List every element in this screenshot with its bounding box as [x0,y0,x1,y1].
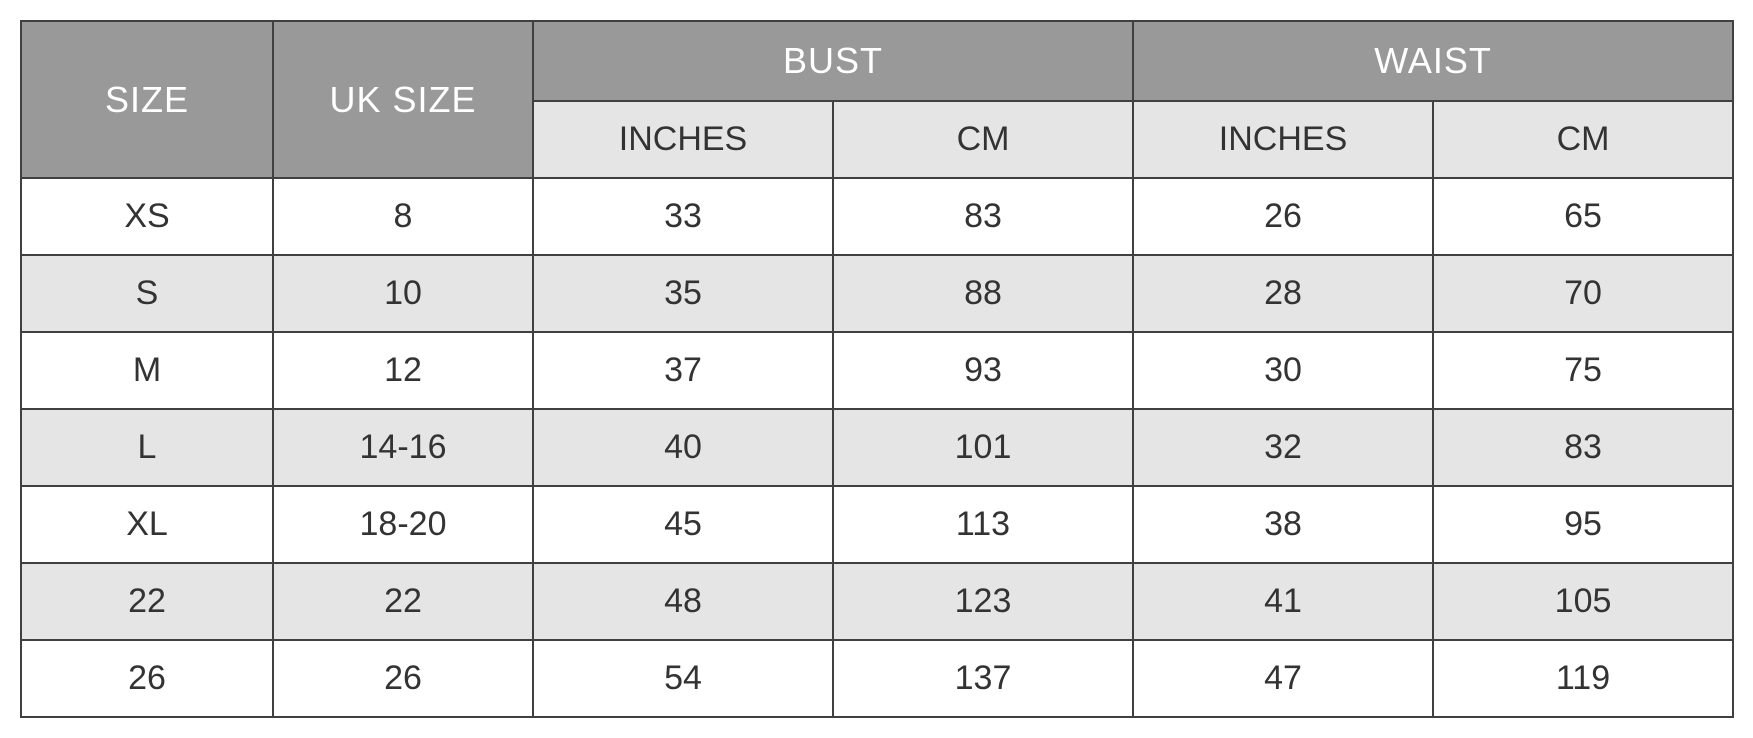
cell-bust-in: 54 [533,640,833,717]
header-bust-inches: INCHES [533,101,833,178]
cell-size: 26 [21,640,273,717]
header-waist-inches: INCHES [1133,101,1433,178]
cell-size: S [21,255,273,332]
cell-uk: 14-16 [273,409,533,486]
header-uk-size: UK SIZE [273,21,533,178]
cell-waist-cm: 105 [1433,563,1733,640]
table-row: XS 8 33 83 26 65 [21,178,1733,255]
header-bust-cm: CM [833,101,1133,178]
cell-waist-cm: 95 [1433,486,1733,563]
header-waist: WAIST [1133,21,1733,101]
cell-waist-cm: 75 [1433,332,1733,409]
header-waist-cm: CM [1433,101,1733,178]
cell-uk: 8 [273,178,533,255]
table-body: XS 8 33 83 26 65 S 10 35 88 28 70 M 12 3… [21,178,1733,717]
cell-uk: 10 [273,255,533,332]
cell-bust-in: 40 [533,409,833,486]
table-row: L 14-16 40 101 32 83 [21,409,1733,486]
cell-size: 22 [21,563,273,640]
cell-bust-in: 35 [533,255,833,332]
cell-bust-cm: 137 [833,640,1133,717]
cell-size: XL [21,486,273,563]
cell-bust-cm: 123 [833,563,1133,640]
cell-uk: 18-20 [273,486,533,563]
cell-waist-in: 28 [1133,255,1433,332]
cell-bust-in: 45 [533,486,833,563]
cell-uk: 12 [273,332,533,409]
cell-bust-cm: 88 [833,255,1133,332]
cell-size: L [21,409,273,486]
cell-bust-cm: 83 [833,178,1133,255]
cell-waist-in: 26 [1133,178,1433,255]
cell-uk: 22 [273,563,533,640]
cell-waist-in: 41 [1133,563,1433,640]
cell-bust-cm: 113 [833,486,1133,563]
cell-uk: 26 [273,640,533,717]
cell-waist-in: 47 [1133,640,1433,717]
cell-waist-in: 32 [1133,409,1433,486]
cell-bust-in: 33 [533,178,833,255]
cell-waist-cm: 70 [1433,255,1733,332]
header-size: SIZE [21,21,273,178]
table-row: 22 22 48 123 41 105 [21,563,1733,640]
cell-waist-in: 30 [1133,332,1433,409]
cell-bust-in: 37 [533,332,833,409]
cell-bust-cm: 93 [833,332,1133,409]
cell-bust-in: 48 [533,563,833,640]
header-bust: BUST [533,21,1133,101]
size-chart-table: SIZE UK SIZE BUST WAIST INCHES CM INCHES… [20,20,1734,718]
table-row: M 12 37 93 30 75 [21,332,1733,409]
cell-waist-in: 38 [1133,486,1433,563]
table-row: 26 26 54 137 47 119 [21,640,1733,717]
cell-waist-cm: 119 [1433,640,1733,717]
table-row: XL 18-20 45 113 38 95 [21,486,1733,563]
header-row-main: SIZE UK SIZE BUST WAIST [21,21,1733,101]
cell-size: M [21,332,273,409]
table-row: S 10 35 88 28 70 [21,255,1733,332]
cell-waist-cm: 83 [1433,409,1733,486]
cell-waist-cm: 65 [1433,178,1733,255]
cell-size: XS [21,178,273,255]
cell-bust-cm: 101 [833,409,1133,486]
